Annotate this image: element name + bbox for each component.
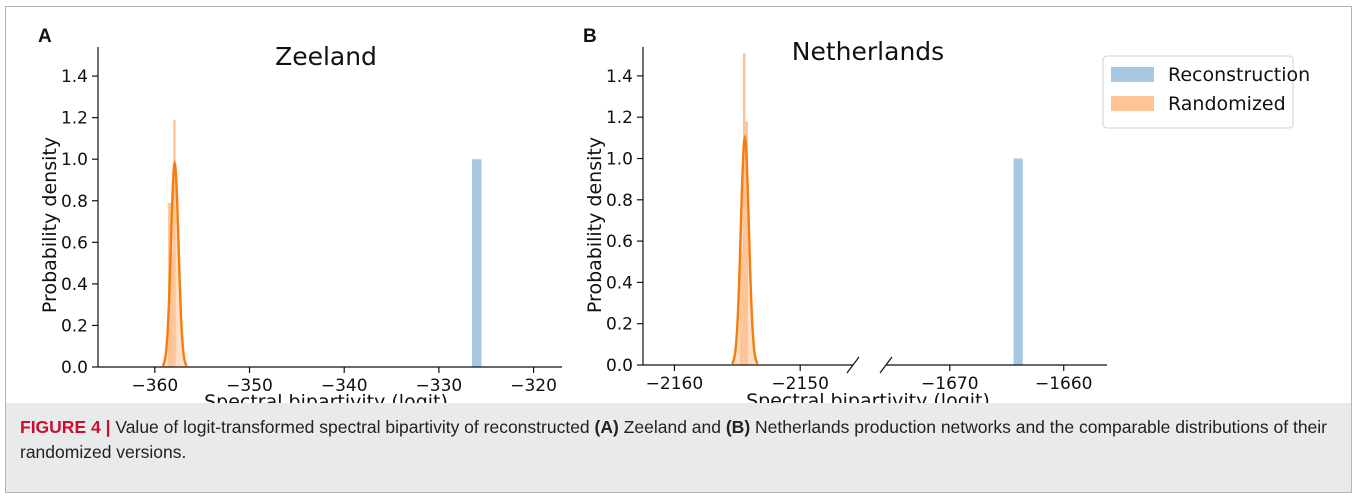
- legend-swatch-randomized: [1111, 96, 1154, 111]
- panel-a-xticks: −360 −350 −340 −330 −320: [131, 367, 557, 396]
- ytick-label: 0.2: [61, 316, 88, 336]
- panel-b-yticks: 0.0 0.2 0.4 0.6 0.8 1.0 1.2 1.4: [606, 67, 643, 376]
- ytick-label: 0.0: [606, 356, 633, 376]
- ytick-label: 0.2: [606, 315, 633, 335]
- reconstruction-bar: [1013, 158, 1023, 365]
- ytick-label: 0.4: [61, 275, 88, 295]
- panel-a-marks: [161, 119, 482, 368]
- ytick-label: 1.4: [61, 67, 88, 87]
- xtick-label: −340: [321, 376, 368, 396]
- legend-label-reconstruction: Reconstruction: [1168, 64, 1310, 86]
- ytick-label: 1.4: [606, 67, 633, 87]
- caption-figure-label: FIGURE 4 |: [20, 417, 111, 437]
- randomized-kde-line: [731, 134, 759, 365]
- panel-b-xticks: −2160 −2150 −1670 −1660: [646, 365, 1093, 394]
- caption-bold-b: (B): [725, 417, 751, 437]
- figure-frame: [5, 6, 1352, 493]
- caption-text-3: Netherlands production networks and the …: [20, 417, 1328, 462]
- xtick-label: −2150: [771, 374, 829, 394]
- axis-break-mark-left: [846, 356, 860, 374]
- ytick-label: 0.8: [61, 192, 88, 212]
- caption-bold-a: (A): [594, 417, 619, 437]
- panel-a-chart: A Zeeland Probability density Spectral b…: [38, 26, 562, 413]
- panel-b-label: B: [583, 26, 597, 47]
- legend-label-randomized: Randomized: [1168, 93, 1286, 115]
- ytick-label: 0.4: [606, 273, 633, 293]
- xtick-label: −1660: [1035, 374, 1093, 394]
- ytick-label: 0.0: [61, 358, 88, 378]
- ytick-label: 0.8: [606, 191, 633, 211]
- xtick-label: −320: [510, 376, 557, 396]
- xtick-label: −1670: [921, 374, 979, 394]
- caption-band: [6, 403, 1351, 492]
- reconstruction-bar: [472, 159, 482, 367]
- ytick-label: 0.6: [61, 233, 88, 253]
- legend: Reconstruction Randomized: [1102, 55, 1310, 129]
- panel-a-yticks: 0.0 0.2 0.4 0.6 0.8 1.0 1.2 1.4: [61, 67, 98, 378]
- panel-a-ylabel: Probability density: [39, 137, 61, 313]
- panel-b-chart: B Netherlands Probability density Spectr…: [583, 26, 1310, 412]
- xtick-label: −2160: [646, 374, 704, 394]
- panel-b-ylabel: Probability density: [584, 137, 606, 313]
- xtick-label: −360: [131, 376, 178, 396]
- panel-b-title: Netherlands: [792, 37, 944, 66]
- axis-break-mark-right: [879, 356, 893, 374]
- ytick-label: 1.2: [606, 108, 633, 128]
- caption-text-1: Value of logit-transformed spectral bipa…: [110, 417, 595, 437]
- ytick-label: 1.0: [61, 150, 88, 170]
- legend-swatch-reconstruction: [1111, 67, 1154, 82]
- ytick-label: 0.6: [606, 232, 633, 252]
- panel-a-label: A: [38, 26, 52, 47]
- panel-b-marks: [731, 53, 1023, 366]
- xtick-label: −350: [226, 376, 273, 396]
- randomized-kde-line: [161, 159, 188, 367]
- caption-text-2: Zeeland and: [618, 417, 726, 437]
- ytick-label: 1.2: [61, 109, 88, 129]
- xtick-label: −330: [416, 376, 463, 396]
- panel-a-title: Zeeland: [275, 42, 377, 71]
- figure-caption: FIGURE 4 | Value of logit-transformed sp…: [20, 415, 1340, 465]
- ytick-label: 1.0: [606, 150, 633, 170]
